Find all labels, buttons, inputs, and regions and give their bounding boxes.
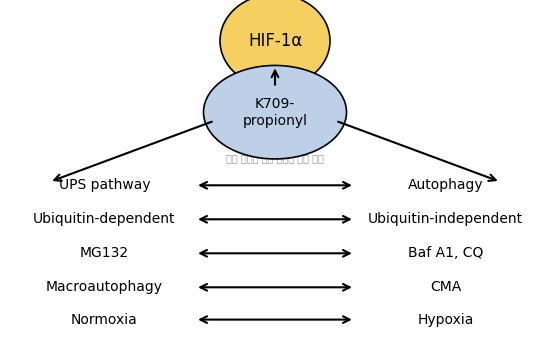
Text: Macroautophagy: Macroautophagy (46, 280, 163, 294)
Text: Normoxia: Normoxia (71, 312, 138, 327)
Ellipse shape (204, 65, 346, 159)
Text: UPS pathway: UPS pathway (59, 178, 150, 192)
Text: 경로 선택적 분해 조절에 대한 이해: 경로 선택적 분해 조절에 대한 이해 (226, 153, 324, 163)
Text: Baf A1, CQ: Baf A1, CQ (408, 246, 483, 260)
Text: Hypoxia: Hypoxia (417, 312, 474, 327)
Text: K709-
propionyl: K709- propionyl (243, 97, 307, 128)
Ellipse shape (220, 0, 330, 88)
Text: Ubiquitin-independent: Ubiquitin-independent (368, 212, 523, 226)
Text: Ubiquitin-dependent: Ubiquitin-dependent (33, 212, 176, 226)
Text: MG132: MG132 (80, 246, 129, 260)
Text: CMA: CMA (430, 280, 461, 294)
Text: Autophagy: Autophagy (408, 178, 483, 192)
Text: HIF-1α: HIF-1α (248, 32, 302, 50)
